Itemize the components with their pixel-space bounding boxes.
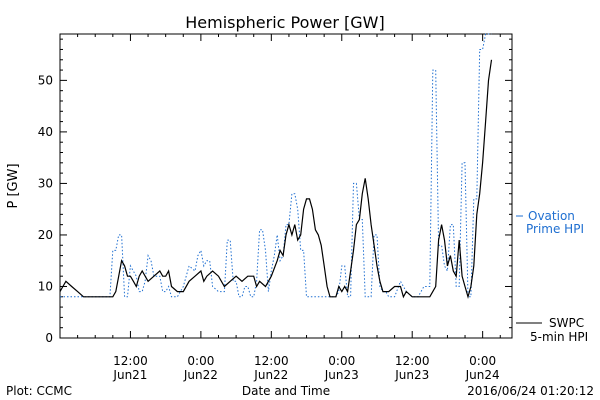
x-axis-label: Date and Time — [242, 384, 330, 398]
y-tick-label: 50 — [38, 73, 53, 87]
x-tick-label-date: Jun22 — [183, 368, 218, 382]
chart-title: Hemispheric Power [GW] — [185, 13, 384, 32]
footer-timestamp: 2016/06/24 01:20:12 — [467, 384, 594, 398]
x-tick-label-time: 12:00 — [254, 354, 289, 368]
y-tick-label: 0 — [45, 331, 53, 345]
legend-ovation-line2: Prime HPI — [526, 222, 584, 236]
legend-swpc-line1: SWPC — [549, 316, 584, 330]
y-tick-label: 20 — [38, 228, 53, 242]
footer-plot-credit: Plot: CCMC — [6, 384, 72, 398]
x-tick-label-time: 12:00 — [395, 354, 430, 368]
x-tick-label-date: Jun23 — [394, 368, 429, 382]
legend-swpc-line2: 5-min HPI — [530, 330, 588, 344]
x-tick-label-time: 12:00 — [113, 354, 148, 368]
x-tick-label-time: 0:00 — [469, 354, 496, 368]
x-tick-label-date: Jun24 — [465, 368, 500, 382]
plot-frame — [59, 33, 513, 339]
x-tick-label-date: Jun23 — [324, 368, 359, 382]
x-tick-label-date: Jun21 — [112, 368, 147, 382]
y-tick-label: 30 — [38, 176, 53, 190]
x-tick-label-time: 0:00 — [328, 354, 355, 368]
x-tick-label-date: Jun22 — [253, 368, 288, 382]
legend: Ovation Prime HPI SWPC 5-min HPI — [516, 209, 588, 344]
series-line-ovation — [60, 33, 492, 298]
y-axis-label: P [GW] — [6, 163, 21, 208]
x-tick-label-time: 0:00 — [187, 354, 214, 368]
series-line-swpc — [59, 59, 493, 299]
y-tick-label: 40 — [38, 125, 53, 139]
legend-ovation-line1: Ovation — [528, 209, 575, 223]
y-tick-label: 10 — [38, 279, 53, 293]
